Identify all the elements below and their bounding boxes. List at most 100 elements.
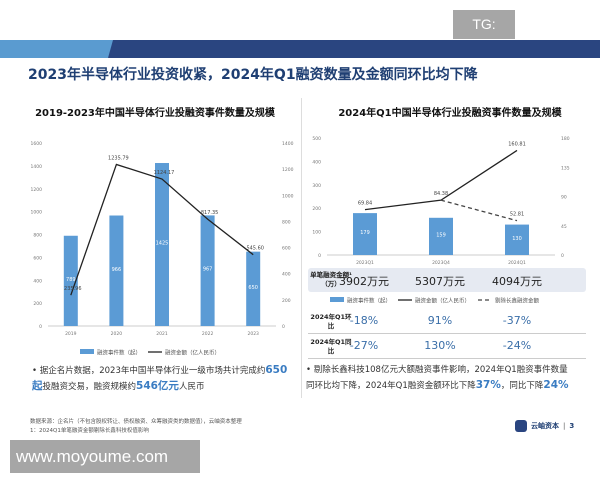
bar xyxy=(155,163,169,326)
bar-value-label: 130 xyxy=(512,236,522,242)
x-tick-label: 2020 xyxy=(111,331,123,337)
left-tick-label: 500 xyxy=(312,136,321,142)
right-tick-label: 800 xyxy=(282,219,291,225)
legend-label: 融资事件数（起） xyxy=(97,349,141,357)
bar-value-label: 789 xyxy=(66,277,76,283)
divider xyxy=(301,98,302,398)
line-value-label: 1235.79 xyxy=(108,155,129,161)
bar xyxy=(505,224,529,255)
bar xyxy=(246,251,261,326)
right-tick-label: 0 xyxy=(282,324,285,330)
right-tick-label: 45 xyxy=(561,224,567,230)
left-tick-label: 0 xyxy=(318,253,321,259)
left-tick-label: 100 xyxy=(312,230,321,236)
single-amount-label: 单笔融资金额¹（万） xyxy=(310,271,352,288)
x-tick-label: 2023 xyxy=(247,331,259,337)
x-tick-label: 2023Q1 xyxy=(356,260,374,266)
left-tick-label: 1000 xyxy=(31,210,43,216)
left-tick-label: 800 xyxy=(33,233,42,239)
bar-value-label: 650 xyxy=(248,285,258,291)
source-note: 数据来源：企名片（不包含股权转让、债权融资、众筹融资类的数据值），云岫资本整理 1… xyxy=(30,418,242,436)
left-tick-label: 1200 xyxy=(31,187,43,193)
x-tick-label: 2022 xyxy=(202,331,214,337)
x-tick-label: 2021 xyxy=(156,331,168,337)
right-chart: 0 100 200 300 400 500 0 45 90 135 180 2023Q1 2023Q4 2… xyxy=(312,136,570,266)
qoq-label: 2024年Q1环比 xyxy=(310,312,352,330)
bar-value-label: 1425 xyxy=(156,241,169,247)
right-bullet: • 剔除长鑫科技108亿元大额融资事件影响，2024年Q1融资事件数量同环比均下… xyxy=(306,365,569,391)
watermark-site: www.moyoume.com xyxy=(10,440,200,473)
left-chart: 0 200 400 600 800 1000 1200 1400 1600 0 200 400 600 8… xyxy=(31,141,294,337)
logo: 云岫资本 | 3 xyxy=(515,420,574,432)
bar-value-label: 966 xyxy=(112,267,122,273)
line-value-label: 52.81 xyxy=(510,212,524,218)
single-amount-value: 3902万元 xyxy=(339,275,389,288)
right-tick-label: 400 xyxy=(282,272,291,278)
line-value-label: 69.84 xyxy=(358,201,372,207)
yoy-value: 130% xyxy=(424,339,456,352)
line-series xyxy=(440,199,518,222)
line-value-label: 545.60 xyxy=(246,246,264,252)
qoq-value: 91% xyxy=(427,314,453,327)
bar-value-label: 159 xyxy=(436,232,446,238)
x-tick-label: 2024Q1 xyxy=(508,260,526,266)
yoy-value: -27% xyxy=(349,339,379,352)
right-tick-label: 200 xyxy=(282,298,291,304)
right-tick-label: 0 xyxy=(561,253,564,259)
legend-label: 剔除长鑫融资金额 xyxy=(495,297,540,305)
line-value-label: 160.81 xyxy=(508,141,526,147)
header-band-dark xyxy=(108,40,600,58)
legend-swatch-bar xyxy=(80,349,94,354)
logo-text: 云岫资本 xyxy=(531,422,559,430)
right-legend: 融资事件数（起） 融资金额（亿人民币） 剔除长鑫融资金额 xyxy=(330,297,540,305)
single-amount-value: 4094万元 xyxy=(492,275,542,288)
right-tick-label: 90 xyxy=(561,195,567,201)
x-tick-label: 2023Q4 xyxy=(432,260,450,266)
bar xyxy=(109,215,124,326)
right-tick-label: 135 xyxy=(561,165,570,171)
line-value-label: 1124.17 xyxy=(154,170,175,176)
right-tick-label: 1200 xyxy=(282,167,294,173)
line-value-label: 817.35 xyxy=(201,210,219,216)
footnote-line: 1：2024Q1单笔融资金额剔除长鑫科技权值影响 xyxy=(30,428,149,434)
bar xyxy=(63,235,78,326)
logo-icon xyxy=(515,420,527,432)
left-tick-label: 200 xyxy=(312,206,321,212)
right-tick-label: 600 xyxy=(282,246,291,252)
bar-value-label: 967 xyxy=(203,267,213,273)
left-tick-label: 600 xyxy=(33,255,42,261)
header-band-light xyxy=(0,40,115,58)
yoy-row: 2024年Q1同比 xyxy=(308,335,586,359)
line-value-label: 235.96 xyxy=(64,286,82,292)
yoy-label: 2024年Q1同比 xyxy=(310,337,352,355)
right-tick-label: 1400 xyxy=(282,141,294,147)
legend-swatch-bar xyxy=(330,297,344,302)
left-tick-label: 1600 xyxy=(31,141,43,147)
left-chart-title: 2019-2023年中国半导体行业投融资事件数量及规模 xyxy=(35,108,275,119)
single-amount-row: 单笔融资金额¹（万） xyxy=(308,268,586,292)
left-legend: 融资事件数（起） 融资金额（亿人民币） xyxy=(80,349,220,357)
bar xyxy=(429,217,453,255)
left-tick-label: 400 xyxy=(312,159,321,165)
qoq-value: -18% xyxy=(349,314,379,327)
legend-label: 融资金额（亿人民币） xyxy=(165,349,220,357)
bar xyxy=(353,213,377,255)
page-number: 3 xyxy=(569,422,575,430)
left-tick-label: 200 xyxy=(33,301,42,307)
legend-label: 融资金额（亿人民币） xyxy=(415,297,470,305)
single-amount-value: 5307万元 xyxy=(415,275,465,288)
yoy-value: -24% xyxy=(502,339,532,352)
qoq-row: 2024年Q1环比 xyxy=(308,310,586,334)
right-chart-title: 2024年Q1中国半导体行业投融资事件数量及规模 xyxy=(338,108,562,119)
page-title: 2023年半导体行业投资收紧，2024年Q1融资数量及金额同环比均下降 xyxy=(28,67,478,83)
line-series xyxy=(70,163,254,296)
line-value-label: 84.38 xyxy=(434,191,448,197)
legend-label: 融资事件数（起） xyxy=(347,297,391,305)
left-tick-label: 400 xyxy=(33,278,42,284)
left-bullet: • 据企名片数据，2023年中国半导体行业一级市场共计完成约650起投融资交易，… xyxy=(32,364,288,392)
bar-value-label: 179 xyxy=(360,230,370,236)
watermark-tg: TG: MYYJJPP xyxy=(453,10,516,61)
right-tick-label: 1000 xyxy=(282,193,294,199)
left-tick-label: 1400 xyxy=(31,164,43,170)
qoq-value: -37% xyxy=(502,314,532,327)
